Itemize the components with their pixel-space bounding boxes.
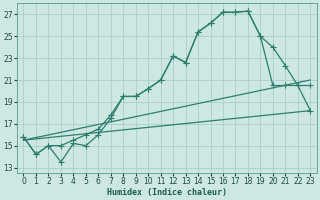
X-axis label: Humidex (Indice chaleur): Humidex (Indice chaleur) bbox=[107, 188, 227, 197]
